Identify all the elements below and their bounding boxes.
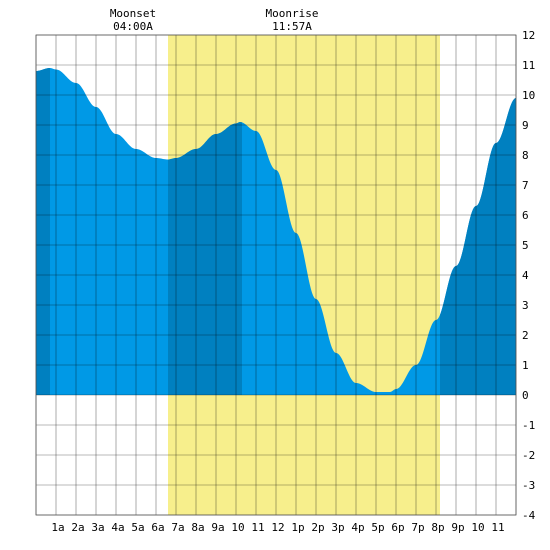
moonset-time: 04:00A [113,20,153,33]
x-tick-label: 3a [91,521,104,534]
y-tick-label: 3 [522,299,529,312]
x-tick-label: 1p [291,521,304,534]
y-tick-label: -1 [522,419,535,432]
x-tick-label: 11 [491,521,504,534]
tide-area-dark-evening [440,98,516,395]
x-tick-label: 8a [191,521,204,534]
x-tick-label: 1a [51,521,64,534]
y-tick-label: 9 [522,119,529,132]
x-tick-label: 6a [151,521,164,534]
x-tick-label: 4p [351,521,364,534]
y-tick-label: -2 [522,449,535,462]
y-tick-label: 1 [522,359,529,372]
moonset-label: Moonset [110,7,156,20]
plot-frame [35,34,517,516]
moonrise-time: 11:57A [272,20,312,33]
tide-area-dark-band [168,122,242,395]
y-tick-label: 5 [522,239,529,252]
y-tick-label: 0 [522,389,529,402]
x-tick-label: 2p [311,521,324,534]
tide-area-dark-night [36,68,50,395]
x-tick-label: 10 [471,521,484,534]
x-tick-label: 7p [411,521,424,534]
y-tick-label: -3 [522,479,535,492]
x-tick-label: 5a [131,521,144,534]
x-tick-label: 5p [371,521,384,534]
y-tick-label: 12 [522,29,535,42]
y-tick-label: 6 [522,209,529,222]
x-tick-label: 8p [431,521,444,534]
x-tick-label: 9a [211,521,224,534]
y-tick-label: 2 [522,329,529,342]
y-tick-label: 4 [522,269,529,282]
moonrise-label: Moonrise [266,7,319,20]
x-tick-label: 12 [271,521,284,534]
x-tick-label: 7a [171,521,184,534]
y-tick-label: 7 [522,179,529,192]
x-tick-label: 10 [231,521,244,534]
x-tick-label: 4a [111,521,124,534]
x-tick-label: 3p [331,521,344,534]
y-tick-label: -4 [522,509,536,522]
x-tick-label: 6p [391,521,404,534]
y-tick-label: 10 [522,89,535,102]
y-tick-label: 11 [522,59,535,72]
x-tick-label: 11 [251,521,264,534]
x-tick-label: 2a [71,521,84,534]
x-tick-label: 9p [451,521,464,534]
y-tick-label: 8 [522,149,529,162]
